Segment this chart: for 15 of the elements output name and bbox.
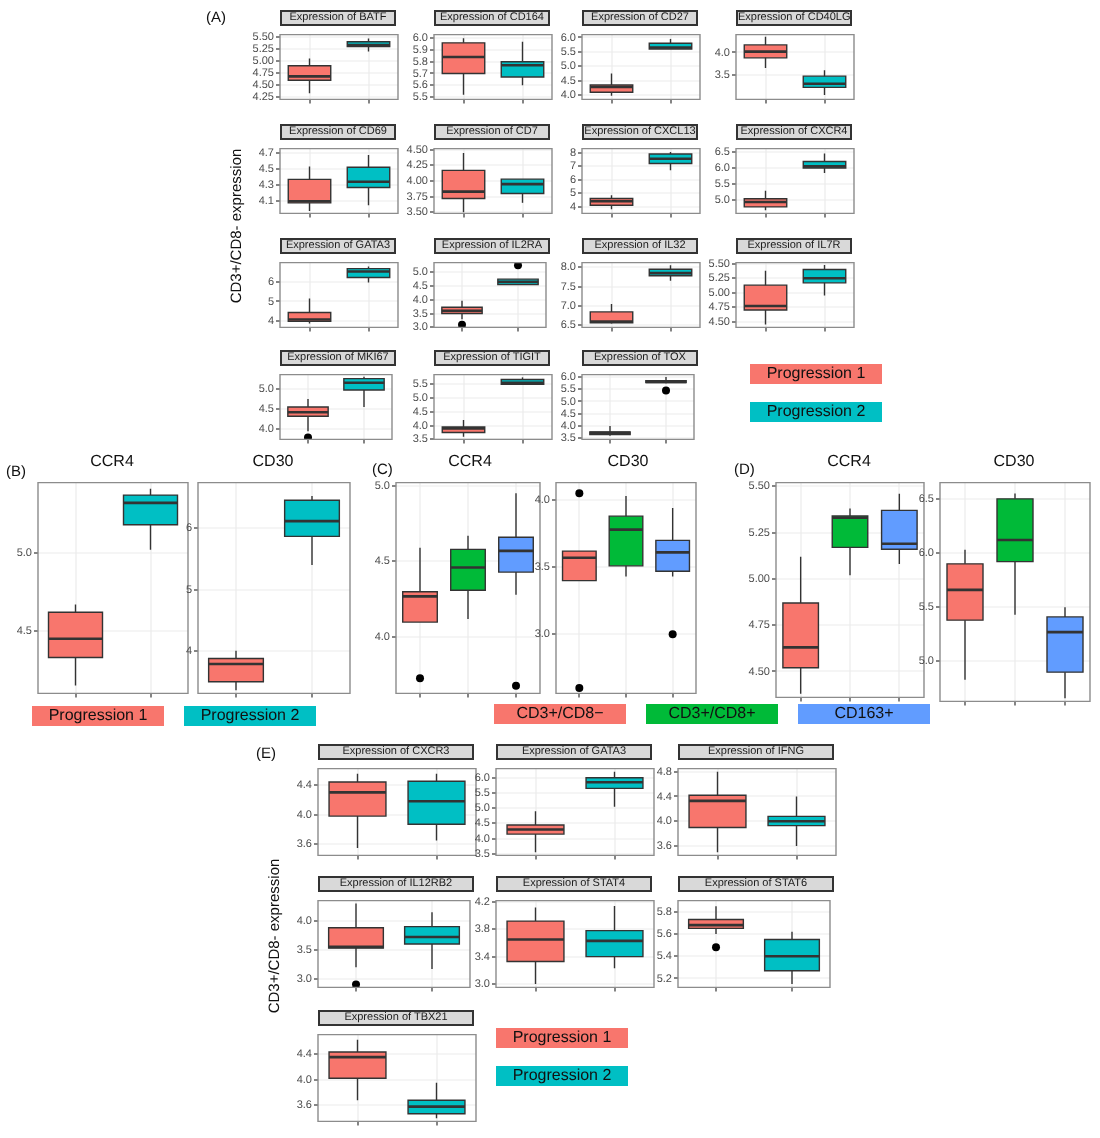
text: CD3+/CD8+ — [668, 704, 756, 722]
chart-title: CCR4 — [88, 452, 136, 472]
text: Progression 1 — [48, 706, 148, 724]
chart-title: CD30 — [991, 452, 1037, 472]
text: CD163+ — [834, 704, 894, 722]
text: Progression 1 — [766, 364, 866, 382]
text: Progression 1 — [512, 1028, 612, 1046]
chart-title: CD30 — [605, 452, 651, 472]
text: Progression 2 — [200, 706, 300, 724]
text: Progression 2 — [766, 402, 866, 420]
chart-title: CCR4 — [446, 452, 494, 472]
text: Progression 2 — [512, 1066, 612, 1084]
chart-title: CD30 — [250, 452, 296, 472]
chart-title: CCR4 — [825, 452, 873, 472]
text: CD3+/CD8− — [516, 704, 604, 722]
